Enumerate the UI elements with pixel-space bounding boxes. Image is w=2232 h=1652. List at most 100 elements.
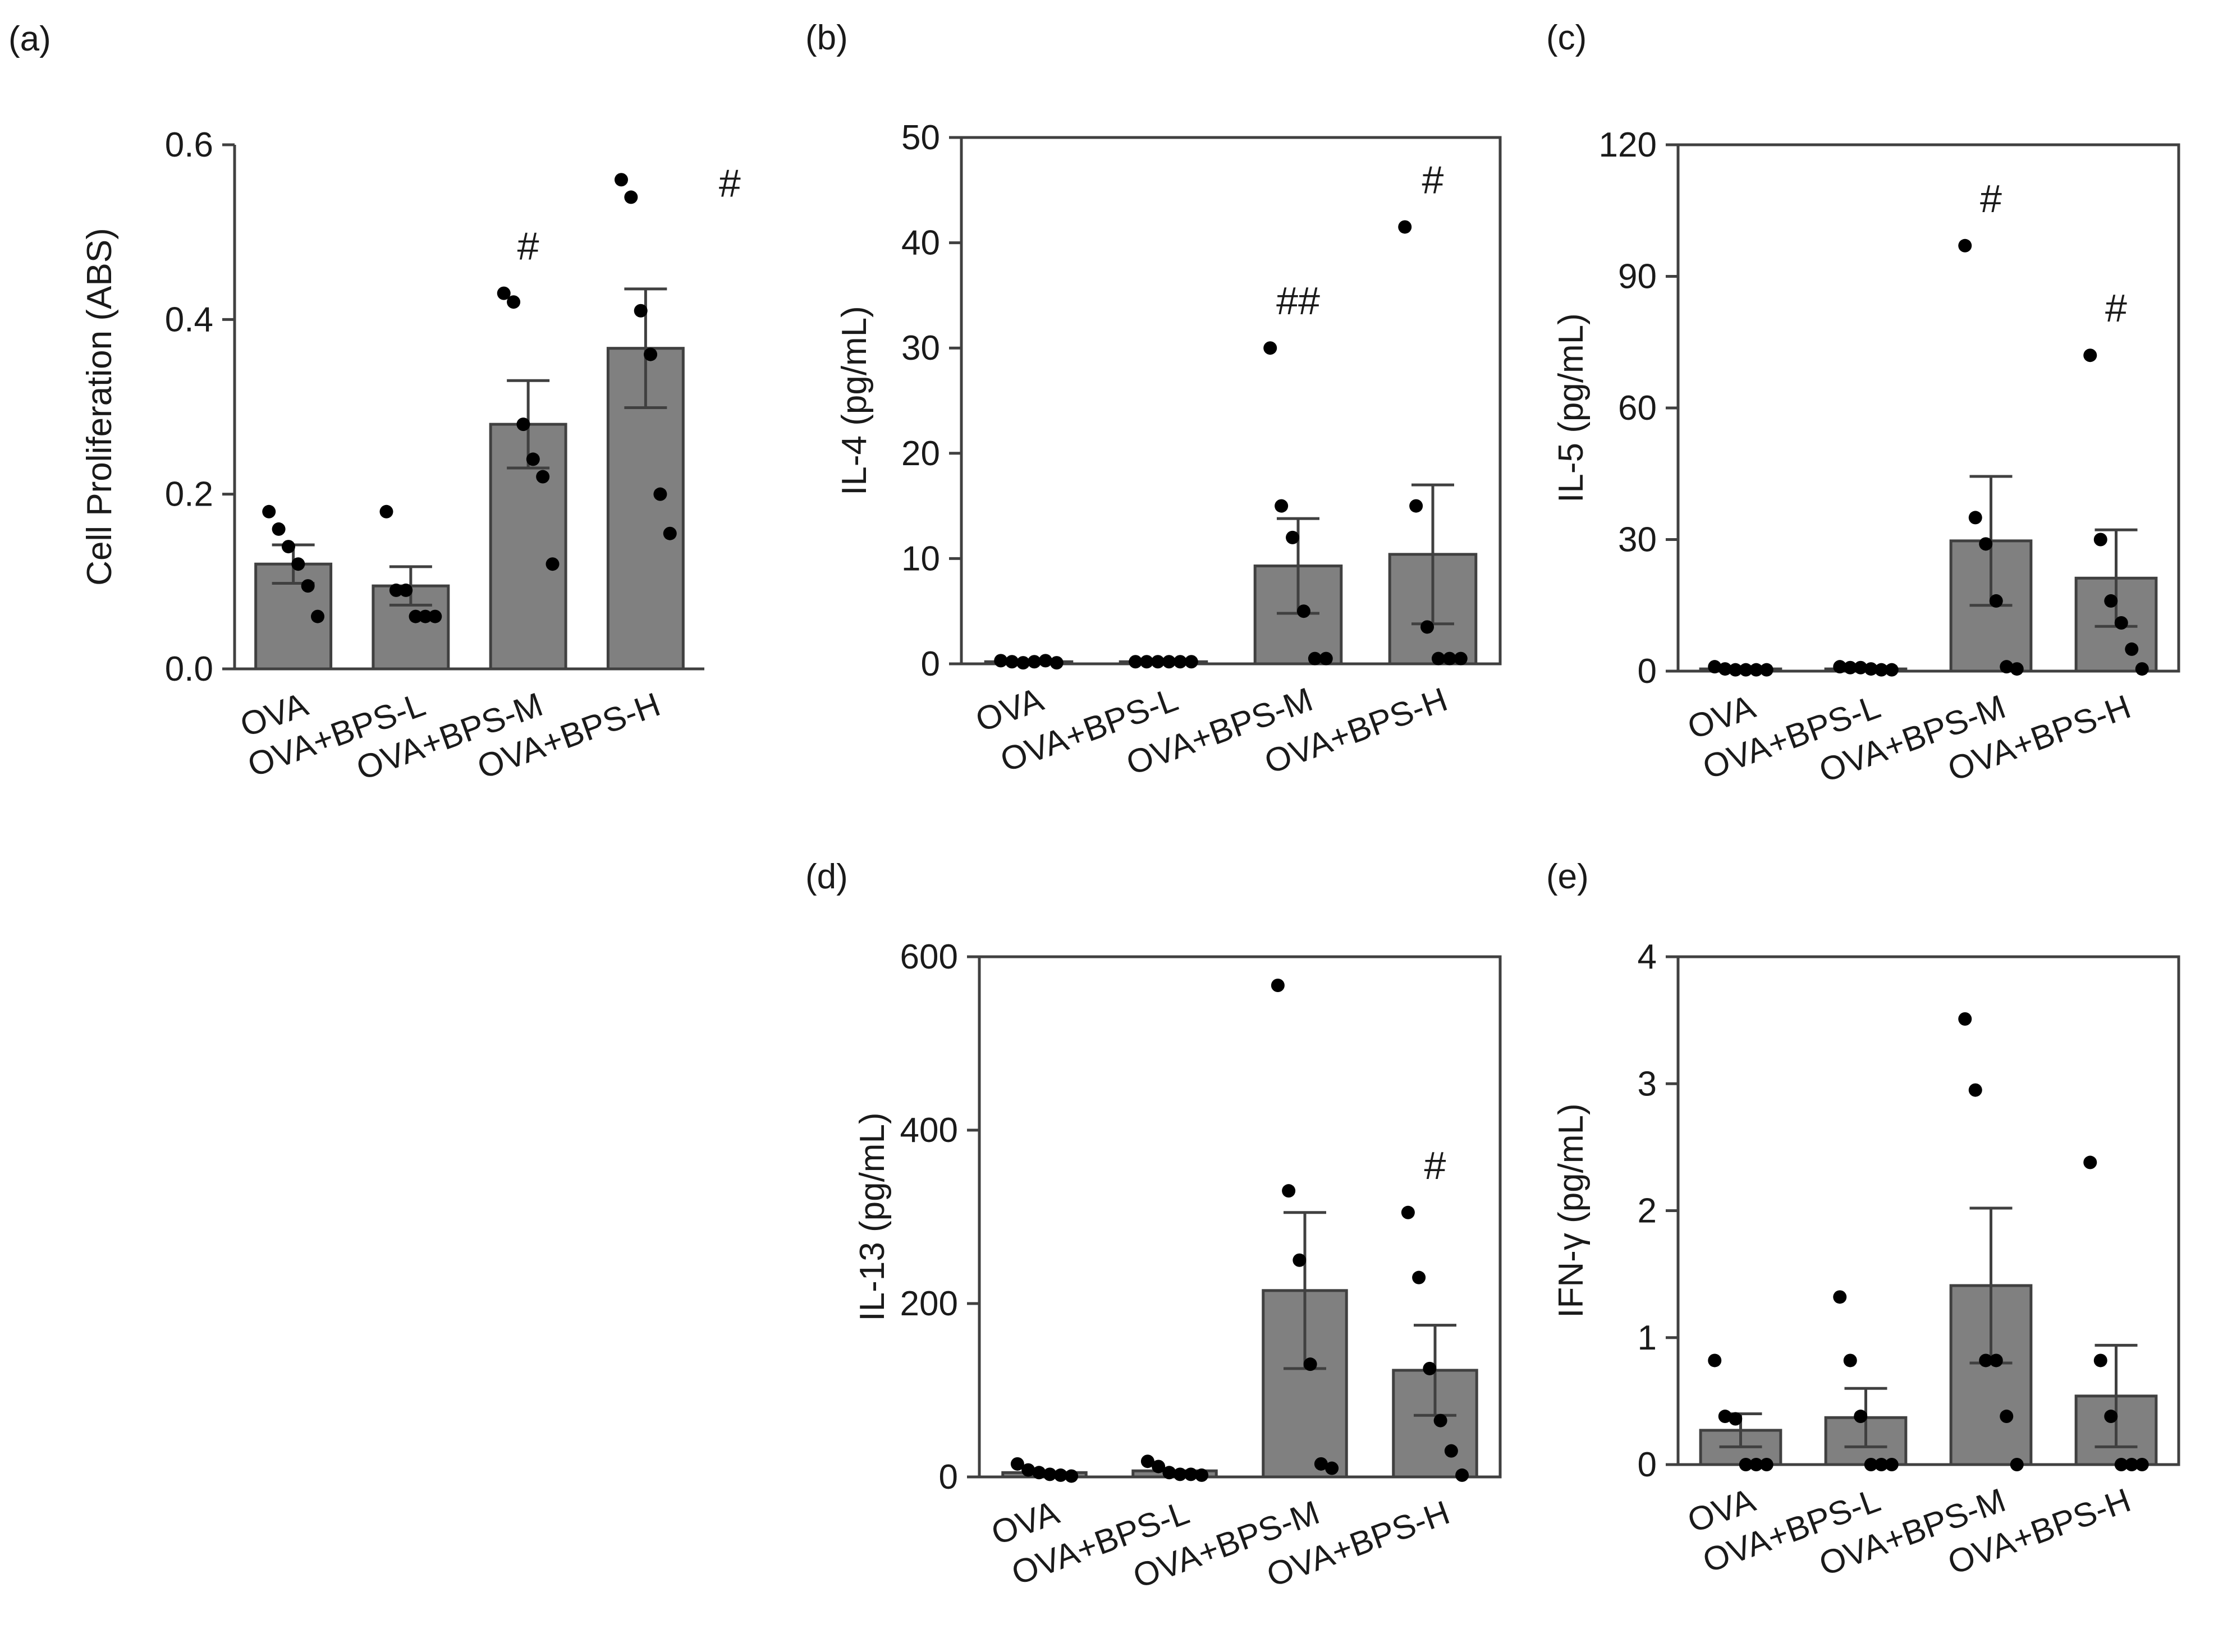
data-point	[1433, 1414, 1447, 1428]
data-point	[1173, 655, 1187, 669]
panel-label: (d)	[805, 857, 848, 896]
data-point	[1749, 1458, 1763, 1471]
significance-mark: #	[1980, 177, 2002, 221]
y-tick-label: 30	[901, 329, 940, 368]
data-point	[1874, 1458, 1889, 1471]
y-tick-label: 120	[1599, 126, 1657, 164]
data-point	[2000, 1410, 2014, 1424]
data-point	[2083, 348, 2097, 362]
data-point	[1885, 663, 1899, 677]
data-point	[614, 173, 628, 187]
data-point	[2000, 660, 2014, 674]
data-point	[1833, 1290, 1847, 1304]
plot-frame	[978, 955, 1502, 1479]
data-point	[1140, 1454, 1154, 1469]
data-point	[516, 417, 530, 432]
data-point	[2093, 533, 2107, 547]
data-point	[1152, 1460, 1166, 1474]
data-point	[1454, 651, 1468, 666]
y-tick-label: 0.2	[165, 475, 213, 514]
data-point	[1286, 530, 1300, 544]
y-tick-label: 0.0	[165, 650, 213, 689]
data-point	[1016, 656, 1030, 670]
data-point	[1314, 1457, 1328, 1471]
data-point	[1854, 660, 1868, 674]
data-point	[1173, 1467, 1187, 1481]
data-point	[409, 609, 423, 623]
data-point	[634, 304, 648, 318]
y-tick-label: 10	[901, 539, 940, 578]
data-point	[379, 504, 393, 518]
data-point	[1151, 655, 1165, 669]
significance-mark: #	[2105, 286, 2127, 330]
data-point	[2093, 1353, 2107, 1368]
data-point	[1296, 604, 1310, 618]
data-point	[507, 295, 521, 309]
data-point	[1282, 1184, 1296, 1198]
data-point	[1729, 663, 1743, 677]
y-axis-label: Cell Proliferation (ABS)	[80, 228, 119, 585]
panel-label: (a)	[8, 20, 51, 58]
data-point	[1275, 499, 1289, 513]
data-point	[418, 609, 432, 623]
data-point	[994, 654, 1008, 668]
data-point	[1195, 1468, 1209, 1482]
data-point	[1423, 1361, 1437, 1375]
data-point	[1162, 1466, 1176, 1480]
data-point	[1065, 1469, 1079, 1483]
data-point	[1043, 1467, 1057, 1481]
y-tick-label: 3	[1638, 1064, 1657, 1103]
data-point	[1718, 662, 1732, 676]
data-point	[301, 579, 315, 593]
y-tick-label: 400	[900, 1111, 958, 1150]
data-point	[428, 609, 442, 623]
data-point	[291, 557, 305, 571]
data-point	[2125, 642, 2139, 656]
y-tick-label: 200	[900, 1284, 958, 1323]
data-point	[1979, 1353, 1993, 1368]
data-point	[1843, 660, 1857, 674]
data-point	[1263, 341, 1277, 355]
data-point	[1271, 978, 1285, 992]
data-point	[1833, 660, 1847, 674]
data-point	[1010, 1457, 1024, 1471]
data-point	[1409, 499, 1423, 513]
data-point	[281, 540, 295, 554]
data-point	[389, 583, 403, 597]
y-tick-label: 0	[1638, 652, 1657, 691]
data-point	[1729, 1412, 1743, 1426]
significance-mark: #	[1424, 1144, 1446, 1187]
data-point	[1129, 655, 1143, 669]
data-point	[1431, 651, 1445, 666]
data-point	[1989, 594, 2003, 608]
data-point	[1968, 511, 1982, 525]
data-point	[1293, 1253, 1307, 1267]
data-point	[1398, 220, 1412, 234]
plot-frame	[1676, 955, 2180, 1466]
data-point	[1027, 655, 1041, 669]
data-point	[2010, 662, 2024, 676]
data-point	[2104, 1410, 2118, 1424]
data-point	[399, 583, 413, 597]
data-point	[1162, 655, 1176, 669]
data-point	[546, 557, 560, 571]
y-tick-label: 90	[1618, 258, 1657, 296]
data-point	[1843, 1353, 1857, 1368]
plot-frame	[960, 136, 1502, 666]
data-point	[624, 190, 638, 204]
data-point	[497, 286, 511, 300]
data-point	[1979, 537, 1993, 551]
data-point	[1038, 654, 1052, 668]
significance-mark: #	[517, 224, 539, 268]
y-tick-label: 60	[1618, 389, 1657, 428]
data-point	[1958, 1012, 1972, 1026]
y-axis-label: IL-4 (pg/mL)	[835, 306, 874, 495]
data-point	[272, 522, 286, 536]
data-point	[2114, 616, 2128, 630]
data-point	[2104, 594, 2118, 608]
